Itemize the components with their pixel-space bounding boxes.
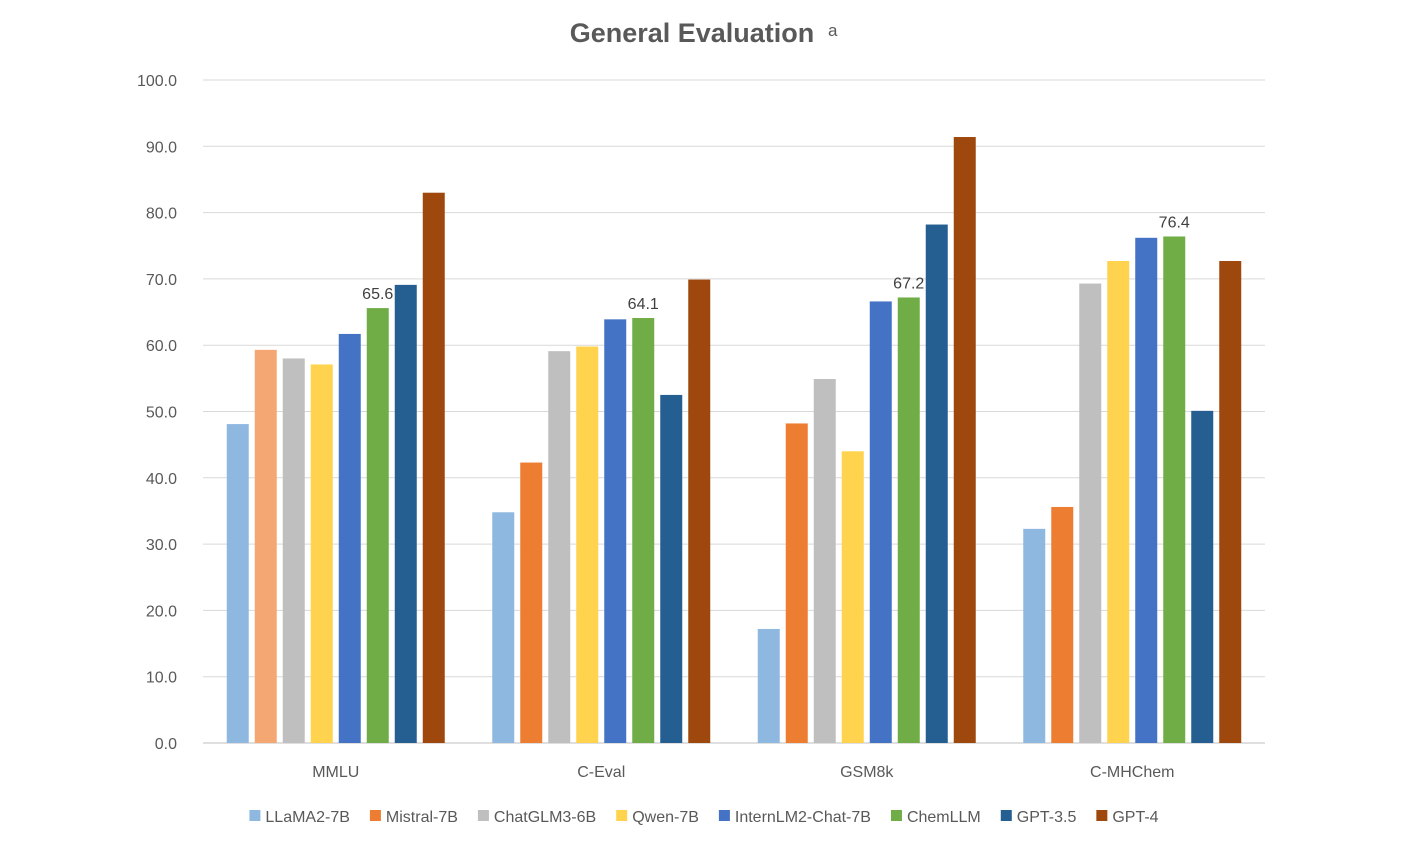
legend-label: ChemLLM [907, 809, 981, 826]
legend-item: ChatGLM3-6B [477, 809, 596, 826]
chart-title: General Evaluation [570, 18, 815, 48]
x-tick-label: GSM8k [840, 764, 894, 781]
data-label: 76.4 [1159, 214, 1190, 231]
legend-item: LLaMA2-7B [249, 809, 350, 826]
bar-c-mhchem-chemllm [1163, 236, 1186, 743]
bar-c-mhchem-internlm2-chat-7b [1135, 237, 1158, 743]
bar-mmlu-qwen-7b [310, 364, 333, 743]
bar-mmlu-llama2-7b [226, 424, 249, 743]
legend-swatch [890, 810, 902, 821]
bar-gsm8k-qwen-7b [841, 451, 864, 743]
bar-mmlu-chemllm [366, 308, 389, 743]
data-label: 67.2 [893, 275, 924, 292]
legend-label: Qwen-7B [632, 809, 699, 826]
y-tick-label: 50.0 [146, 405, 177, 422]
bar-gsm8k-chatglm3-6b [813, 379, 836, 743]
legend-label: Mistral-7B [386, 809, 458, 826]
y-tick-label: 20.0 [146, 603, 177, 620]
data-label: 64.1 [628, 296, 659, 313]
bar-mmlu-chatglm3-6b [282, 358, 305, 743]
legend-label: InternLM2-Chat-7B [735, 809, 871, 826]
bar-mmlu-mistral-7b [254, 349, 277, 743]
y-tick-label: 70.0 [146, 272, 177, 289]
chart-title-text: General Evaluation [570, 18, 815, 48]
legend-swatch [369, 810, 381, 821]
legend-swatch [1000, 810, 1012, 821]
data-labels: 65.6 64.1 67.2 76.4 [362, 214, 1190, 313]
legend-item: InternLM2-Chat-7B [718, 809, 871, 826]
legend-item: Qwen-7B [616, 809, 699, 826]
gridlines [203, 79, 1265, 744]
y-tick-label: 0.0 [155, 736, 177, 753]
y-axis-ticks: 0.0 10.0 20.0 30.0 40.0 50.0 60.0 70.0 80.0 90.0 1… [137, 73, 177, 753]
legend-item: GPT-4 [1096, 809, 1159, 826]
legend-swatch [1096, 810, 1108, 821]
bar-c-mhchem-mistral-7b [1051, 506, 1074, 743]
bar-mmlu-gpt-3-5 [394, 284, 417, 743]
bar-mmlu-internlm2-chat-7b [338, 333, 361, 743]
bar-c-eval-qwen-7b [576, 346, 599, 743]
bar-c-eval-llama2-7b [492, 512, 515, 743]
legend-item: Mistral-7B [369, 809, 458, 826]
bar-gsm8k-gpt-3-5 [925, 224, 948, 743]
bar-c-eval-internlm2-chat-7b [604, 319, 627, 743]
bars [226, 137, 1242, 743]
bar-gsm8k-llama2-7b [757, 628, 780, 743]
legend-swatch [477, 810, 489, 821]
x-axis-ticks: MMLU C-Eval GSM8k C-MHChem [312, 764, 1174, 781]
x-tick-label: C-Eval [577, 764, 625, 781]
x-tick-label: C-MHChem [1090, 764, 1174, 781]
bar-gsm8k-internlm2-chat-7b [869, 301, 892, 743]
bar-gsm8k-gpt-4 [953, 137, 976, 743]
legend-swatch [249, 810, 261, 821]
legend-item: ChemLLM [890, 809, 981, 826]
bar-c-eval-chatglm3-6b [548, 351, 571, 743]
y-tick-label: 80.0 [146, 206, 177, 223]
bar-c-eval-mistral-7b [520, 462, 543, 743]
legend-label: LLaMA2-7B [265, 809, 350, 826]
legend-label: GPT-4 [1112, 809, 1158, 826]
legend: LLaMA2-7B Mistral-7B ChatGLM3-6B Qwen-7B Int… [249, 809, 1159, 826]
legend-label: GPT-3.5 [1017, 809, 1077, 826]
chart-title-superscript: a [828, 21, 838, 40]
legend-item: GPT-3.5 [1000, 809, 1077, 826]
y-tick-label: 30.0 [146, 537, 177, 554]
legend-swatch [718, 810, 730, 821]
bar-c-mhchem-qwen-7b [1107, 260, 1130, 743]
bar-c-mhchem-llama2-7b [1023, 528, 1046, 743]
bar-mmlu-gpt-4 [422, 192, 445, 743]
y-tick-label: 10.0 [146, 670, 177, 687]
bar-c-eval-gpt-3-5 [660, 394, 683, 743]
y-tick-label: 40.0 [146, 471, 177, 488]
bar-gsm8k-mistral-7b [785, 423, 808, 743]
x-tick-label: MMLU [312, 764, 359, 781]
y-tick-label: 100.0 [137, 73, 177, 90]
bar-c-mhchem-gpt-4 [1219, 260, 1242, 743]
bar-c-mhchem-gpt-3-5 [1191, 410, 1214, 743]
bar-c-eval-chemllm [632, 318, 655, 743]
bar-c-mhchem-chatglm3-6b [1079, 283, 1102, 743]
y-tick-label: 90.0 [146, 139, 177, 156]
legend-swatch [616, 810, 628, 821]
bar-gsm8k-chemllm [897, 297, 920, 743]
y-tick-label: 60.0 [146, 338, 177, 355]
data-label: 65.6 [362, 286, 393, 303]
legend-label: ChatGLM3-6B [494, 809, 596, 826]
bar-c-eval-gpt-4 [688, 279, 711, 743]
